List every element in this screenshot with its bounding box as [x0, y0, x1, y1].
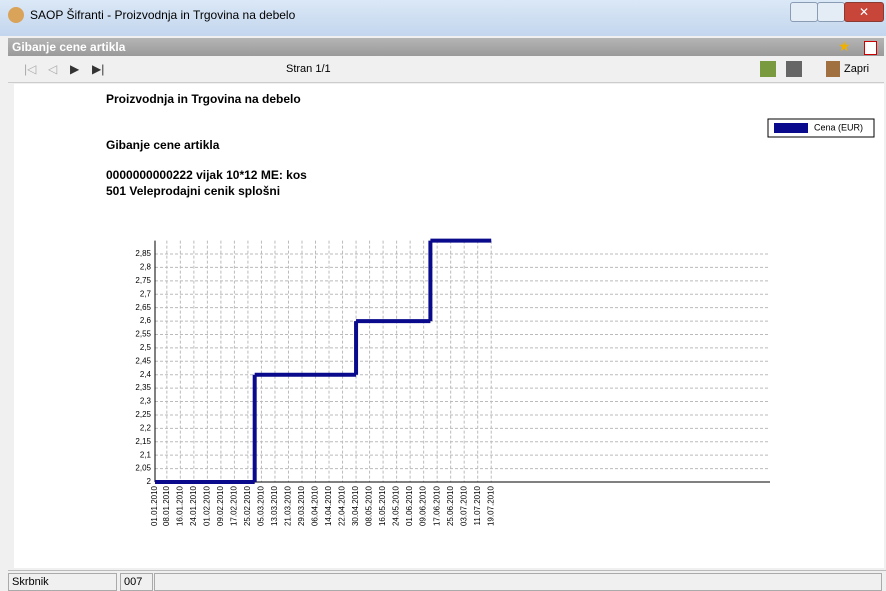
status-bar: Skrbnik 007	[8, 570, 886, 591]
close-button[interactable]: ✕	[844, 2, 884, 22]
status-field	[154, 573, 882, 591]
x-tick-label: 16.05.2010	[378, 485, 387, 526]
report-item: 0000000000222 vijak 10*12 ME: kos	[106, 168, 307, 182]
panel-title: Gibanje cene artikla	[12, 40, 126, 54]
report-pricelist: 501 Veleprodajni cenik splošni	[106, 184, 280, 198]
x-tick-label: 19.07.2010	[486, 485, 495, 526]
first-page-button[interactable]: |◁	[24, 62, 37, 76]
x-tick-label: 29.03.2010	[297, 485, 306, 526]
app-icon	[8, 7, 24, 23]
report-company: Proizvodnja in Trgovina na debelo	[106, 92, 301, 106]
x-tick-label: 25.02.2010	[243, 485, 252, 526]
y-tick-label: 2,6	[140, 316, 152, 325]
next-page-button[interactable]: ▶	[70, 62, 80, 76]
y-tick-label: 2,3	[140, 397, 152, 406]
toolbar: |◁ ◁ ▶ ▶| Stran 1/1 Zapri	[8, 58, 884, 83]
x-tick-label: 24.01.2010	[189, 485, 198, 526]
legend-swatch	[774, 123, 808, 133]
x-tick-label: 06.04.2010	[311, 485, 320, 526]
y-tick-label: 2,45	[135, 356, 151, 365]
page-indicator: Stran 1/1	[286, 63, 331, 75]
x-tick-label: 09.06.2010	[419, 485, 428, 526]
status-field: 007	[120, 573, 153, 591]
print-icon[interactable]	[786, 61, 802, 77]
y-tick-label: 2,1	[140, 450, 152, 459]
y-tick-label: 2,35	[135, 383, 151, 392]
y-tick-label: 2,8	[140, 263, 152, 272]
title-bar: SAOP Šifranti - Proizvodnja in Trgovina …	[0, 0, 886, 36]
y-tick-label: 2,55	[135, 330, 151, 339]
y-tick-label: 2,4	[140, 370, 152, 379]
x-tick-label: 14.04.2010	[324, 485, 333, 526]
x-tick-label: 24.05.2010	[392, 485, 401, 526]
x-tick-label: 01.02.2010	[202, 485, 211, 526]
close-report-button[interactable]: Zapri	[844, 63, 870, 75]
x-tick-label: 22.04.2010	[338, 485, 347, 526]
panel-header: Gibanje cene artikla ★	[8, 38, 884, 56]
status-field: Skrbnik	[8, 573, 117, 591]
y-tick-label: 2,7	[140, 289, 152, 298]
x-tick-label: 21.03.2010	[284, 485, 293, 526]
y-tick-label: 2,65	[135, 303, 151, 312]
y-tick-label: 2,25	[135, 410, 151, 419]
x-tick-label: 13.03.2010	[270, 485, 279, 526]
y-tick-label: 2,85	[135, 249, 151, 258]
close-icon	[826, 61, 840, 77]
report-heading: Gibanje cene artikla	[106, 138, 220, 152]
window-title: SAOP Šifranti - Proizvodnja in Trgovina …	[30, 8, 296, 22]
y-tick-label: 2,05	[135, 464, 151, 473]
x-tick-label: 17.02.2010	[230, 485, 239, 526]
x-tick-label: 09.02.2010	[216, 485, 225, 526]
x-tick-label: 03.07.2010	[459, 485, 468, 526]
y-tick-label: 2,75	[135, 276, 151, 285]
x-tick-label: 30.04.2010	[351, 485, 360, 526]
x-tick-label: 16.01.2010	[175, 485, 184, 526]
x-tick-label: 01.06.2010	[405, 485, 414, 526]
x-tick-label: 11.07.2010	[473, 485, 482, 525]
export-icon[interactable]	[760, 61, 776, 77]
x-tick-label: 01.01.2010	[150, 485, 159, 526]
y-tick-label: 2	[147, 477, 152, 486]
x-tick-label: 08.01.2010	[162, 485, 171, 526]
y-tick-label: 2,5	[140, 343, 152, 352]
x-tick-label: 17.06.2010	[432, 485, 441, 526]
x-tick-label: 08.05.2010	[365, 485, 374, 526]
legend-label: Cena (EUR)	[814, 122, 863, 132]
prev-page-button[interactable]: ◁	[48, 62, 58, 76]
x-tick-label: 05.03.2010	[257, 485, 266, 526]
last-page-button[interactable]: ▶|	[92, 62, 105, 76]
close-panel-icon[interactable]	[864, 41, 877, 55]
report-area	[14, 84, 884, 568]
y-tick-label: 2,2	[140, 423, 152, 432]
favorite-icon[interactable]: ★	[838, 38, 851, 54]
x-tick-label: 25.06.2010	[446, 485, 455, 526]
y-tick-label: 2,15	[135, 437, 151, 446]
